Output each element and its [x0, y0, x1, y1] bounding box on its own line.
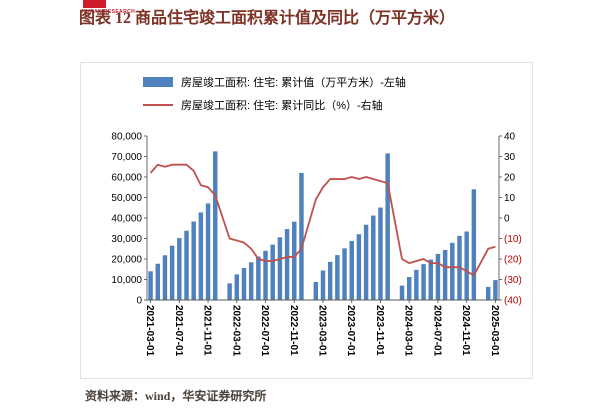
svg-text:60,000: 60,000	[111, 173, 142, 184]
svg-text:40,000: 40,000	[111, 214, 142, 225]
svg-text:10: 10	[504, 193, 516, 204]
svg-text:20: 20	[504, 173, 516, 184]
svg-text:30: 30	[504, 152, 516, 163]
svg-text:2021-03-01: 2021-03-01	[144, 305, 155, 357]
svg-text:(20): (20)	[504, 255, 522, 266]
svg-text:2023-07-01: 2023-07-01	[345, 305, 356, 357]
svg-text:30,000: 30,000	[111, 234, 142, 245]
svg-text:2024-03-01: 2024-03-01	[403, 305, 414, 357]
svg-text:0: 0	[504, 214, 510, 225]
huaan-logo-icon	[83, 0, 106, 8]
svg-text:80,000: 80,000	[111, 132, 142, 143]
legend-item-line-series: 房屋竣工面积: 住宅: 累计同比（%）-右轴	[143, 97, 532, 113]
svg-text:2022-03-01: 2022-03-01	[230, 305, 241, 357]
legend-item-bar-series: 房屋竣工面积: 住宅: 累计值（万平方米）-左轴	[143, 74, 532, 90]
svg-text:2025-03-01: 2025-03-01	[489, 305, 500, 357]
svg-text:0: 0	[136, 296, 142, 307]
svg-text:(30): (30)	[504, 275, 522, 286]
svg-text:70,000: 70,000	[111, 152, 142, 163]
svg-text:50,000: 50,000	[111, 193, 142, 204]
bar-series-swatch-icon	[143, 77, 173, 87]
svg-text:2022-11-01: 2022-11-01	[288, 305, 299, 356]
chart-card: 房屋竣工面积: 住宅: 累计值（万平方米）-左轴 房屋竣工面积: 住宅: 累计同…	[80, 62, 533, 379]
svg-text:(10): (10)	[504, 234, 522, 245]
svg-text:40: 40	[504, 132, 516, 143]
svg-text:2024-11-01: 2024-11-01	[460, 305, 471, 356]
figure-title: 图表 12 商品住宅竣工面积累计值及同比（万平方米）	[79, 10, 456, 27]
svg-text:20,000: 20,000	[111, 255, 142, 266]
svg-text:2022-07-01: 2022-07-01	[259, 305, 270, 357]
svg-text:2023-11-01: 2023-11-01	[374, 305, 385, 356]
line-series-swatch-icon	[143, 104, 173, 106]
svg-text:10,000: 10,000	[111, 275, 142, 286]
svg-text:2021-11-01: 2021-11-01	[202, 305, 213, 356]
figure-title-clip: 图表 12 商品住宅竣工面积累计值及同比（万平方米）	[79, 9, 584, 27]
svg-text:2021-07-01: 2021-07-01	[173, 305, 184, 357]
svg-text:(40): (40)	[504, 296, 522, 307]
svg-text:2024-07-01: 2024-07-01	[431, 305, 442, 357]
huaan-logo-text: HUAAN RESEARCH	[82, 9, 136, 15]
legend-label-bar-series: 房屋竣工面积: 住宅: 累计值（万平方米）-左轴	[181, 77, 406, 89]
combo-chart: 0 10,000 20,000 30,000 40,000 50,000 60,000 70,…	[111, 132, 522, 357]
chart-legend: 房屋竣工面积: 住宅: 累计值（万平方米）-左轴 房屋竣工面积: 住宅: 累计同…	[143, 74, 532, 113]
source-note: 资料来源：wind，华安证券研究所	[85, 389, 267, 403]
legend-label-line-series: 房屋竣工面积: 住宅: 累计同比（%）-右轴	[181, 100, 383, 112]
svg-text:2023-03-01: 2023-03-01	[317, 305, 328, 357]
